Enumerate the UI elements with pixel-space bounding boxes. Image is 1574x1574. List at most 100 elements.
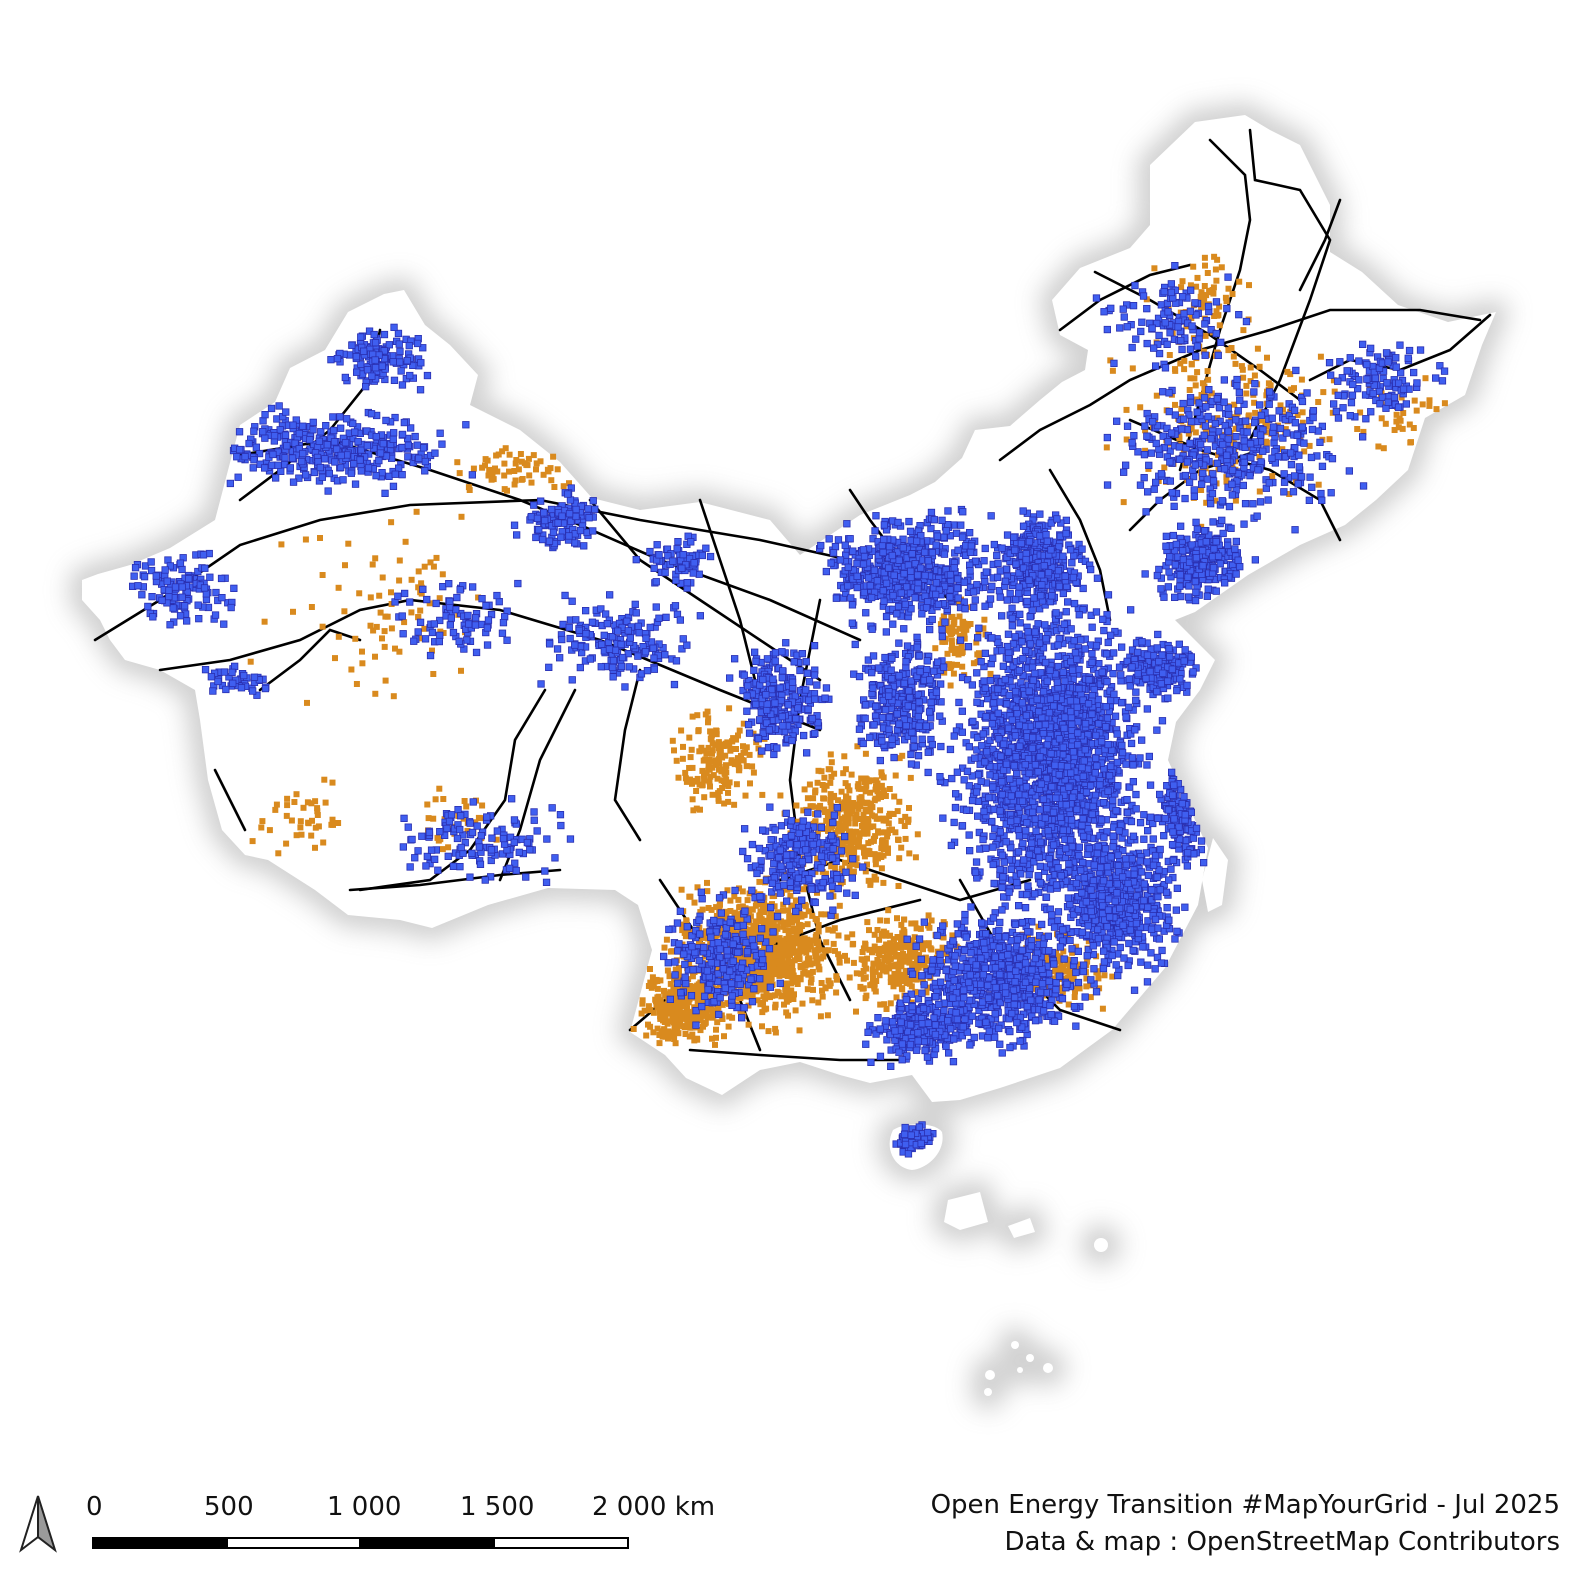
power-plant xyxy=(864,849,871,856)
substation xyxy=(1026,613,1034,621)
power-plant xyxy=(709,1035,715,1042)
power-plant xyxy=(810,937,817,944)
power-plant xyxy=(734,755,741,762)
power-plant xyxy=(1101,972,1108,979)
substation xyxy=(1015,666,1024,675)
substation xyxy=(1118,741,1126,750)
power-plant xyxy=(1181,357,1188,364)
power-plant xyxy=(715,739,722,746)
country-outline xyxy=(69,102,1509,1410)
substation xyxy=(1093,762,1101,770)
power-plant xyxy=(836,954,843,961)
power-plant xyxy=(853,1008,859,1015)
power-plant xyxy=(699,782,706,789)
power-plant xyxy=(673,985,680,991)
power-plant xyxy=(885,820,892,827)
power-plant xyxy=(846,800,853,807)
power-plant xyxy=(912,988,919,995)
power-plant xyxy=(949,642,955,649)
power-plant xyxy=(714,1019,721,1026)
power-plant xyxy=(678,1011,685,1018)
power-plant xyxy=(884,833,891,840)
substation xyxy=(1034,846,1042,855)
power-plant xyxy=(554,466,561,473)
substation xyxy=(963,767,972,775)
power-plant xyxy=(822,984,829,991)
power-plant xyxy=(1198,304,1205,311)
power-plant xyxy=(833,973,840,980)
power-plant xyxy=(1213,308,1220,315)
power-plant xyxy=(1176,433,1183,440)
substation xyxy=(998,883,1006,892)
power-plant xyxy=(1245,413,1252,420)
substation xyxy=(1004,630,1013,638)
transmission-line xyxy=(998,308,1482,462)
substation xyxy=(1033,695,1041,704)
power-plant xyxy=(710,772,717,779)
power-plant xyxy=(757,938,764,945)
power-plant xyxy=(1071,985,1078,992)
power-plant xyxy=(847,843,854,850)
power-plant xyxy=(820,953,827,960)
transmission-line xyxy=(698,498,762,702)
substation xyxy=(1069,748,1078,756)
substation xyxy=(998,851,1006,859)
power-plant xyxy=(913,925,920,932)
power-plant xyxy=(783,1009,790,1016)
substation xyxy=(1146,781,1155,789)
power-plant xyxy=(1178,284,1185,291)
substation xyxy=(1036,753,1044,761)
power-plant xyxy=(707,728,714,735)
power-plant xyxy=(381,628,388,635)
power-plant xyxy=(761,945,768,952)
power-plant xyxy=(736,904,743,911)
power-plant xyxy=(1396,415,1403,422)
power-plant xyxy=(1214,312,1221,319)
island xyxy=(984,1388,992,1396)
power-plant xyxy=(858,775,865,782)
power-plant xyxy=(697,999,704,1006)
power-plant xyxy=(745,1002,752,1009)
substation xyxy=(1102,650,1111,658)
power-plant xyxy=(832,913,839,920)
power-plant xyxy=(1251,399,1258,406)
power-plant xyxy=(641,1007,648,1014)
power-plant xyxy=(867,824,874,831)
power-plant xyxy=(743,987,750,994)
power-plant xyxy=(1243,382,1250,389)
power-plant xyxy=(807,979,814,986)
power-plant xyxy=(850,833,857,840)
power-plant xyxy=(322,799,329,806)
power-plant xyxy=(761,1005,768,1012)
substation xyxy=(983,748,991,756)
substation xyxy=(1158,717,1167,725)
power-plant xyxy=(470,465,477,472)
power-plant xyxy=(725,789,731,796)
power-plant xyxy=(713,731,720,738)
substation xyxy=(1029,676,1037,684)
power-plant xyxy=(1422,375,1429,382)
substation xyxy=(982,713,990,721)
substation xyxy=(1087,782,1095,790)
power-plant xyxy=(697,909,704,916)
power-plant xyxy=(645,1003,652,1010)
power-plant xyxy=(907,774,914,781)
power-plant xyxy=(304,799,311,806)
substation xyxy=(994,638,1002,646)
substation xyxy=(1088,810,1096,818)
power-plant xyxy=(725,798,732,805)
power-plant xyxy=(860,823,867,830)
power-plant xyxy=(860,811,867,818)
power-plant xyxy=(761,934,768,941)
power-plant xyxy=(910,962,917,969)
power-plant xyxy=(816,946,823,953)
power-plant xyxy=(654,1001,661,1008)
substation xyxy=(1107,631,1115,639)
substation xyxy=(996,828,1005,836)
power-plant xyxy=(831,925,838,932)
substation xyxy=(965,831,973,839)
power-plant xyxy=(906,957,913,964)
power-plant xyxy=(708,732,715,739)
power-plant xyxy=(780,940,787,947)
power-plant xyxy=(853,970,860,977)
